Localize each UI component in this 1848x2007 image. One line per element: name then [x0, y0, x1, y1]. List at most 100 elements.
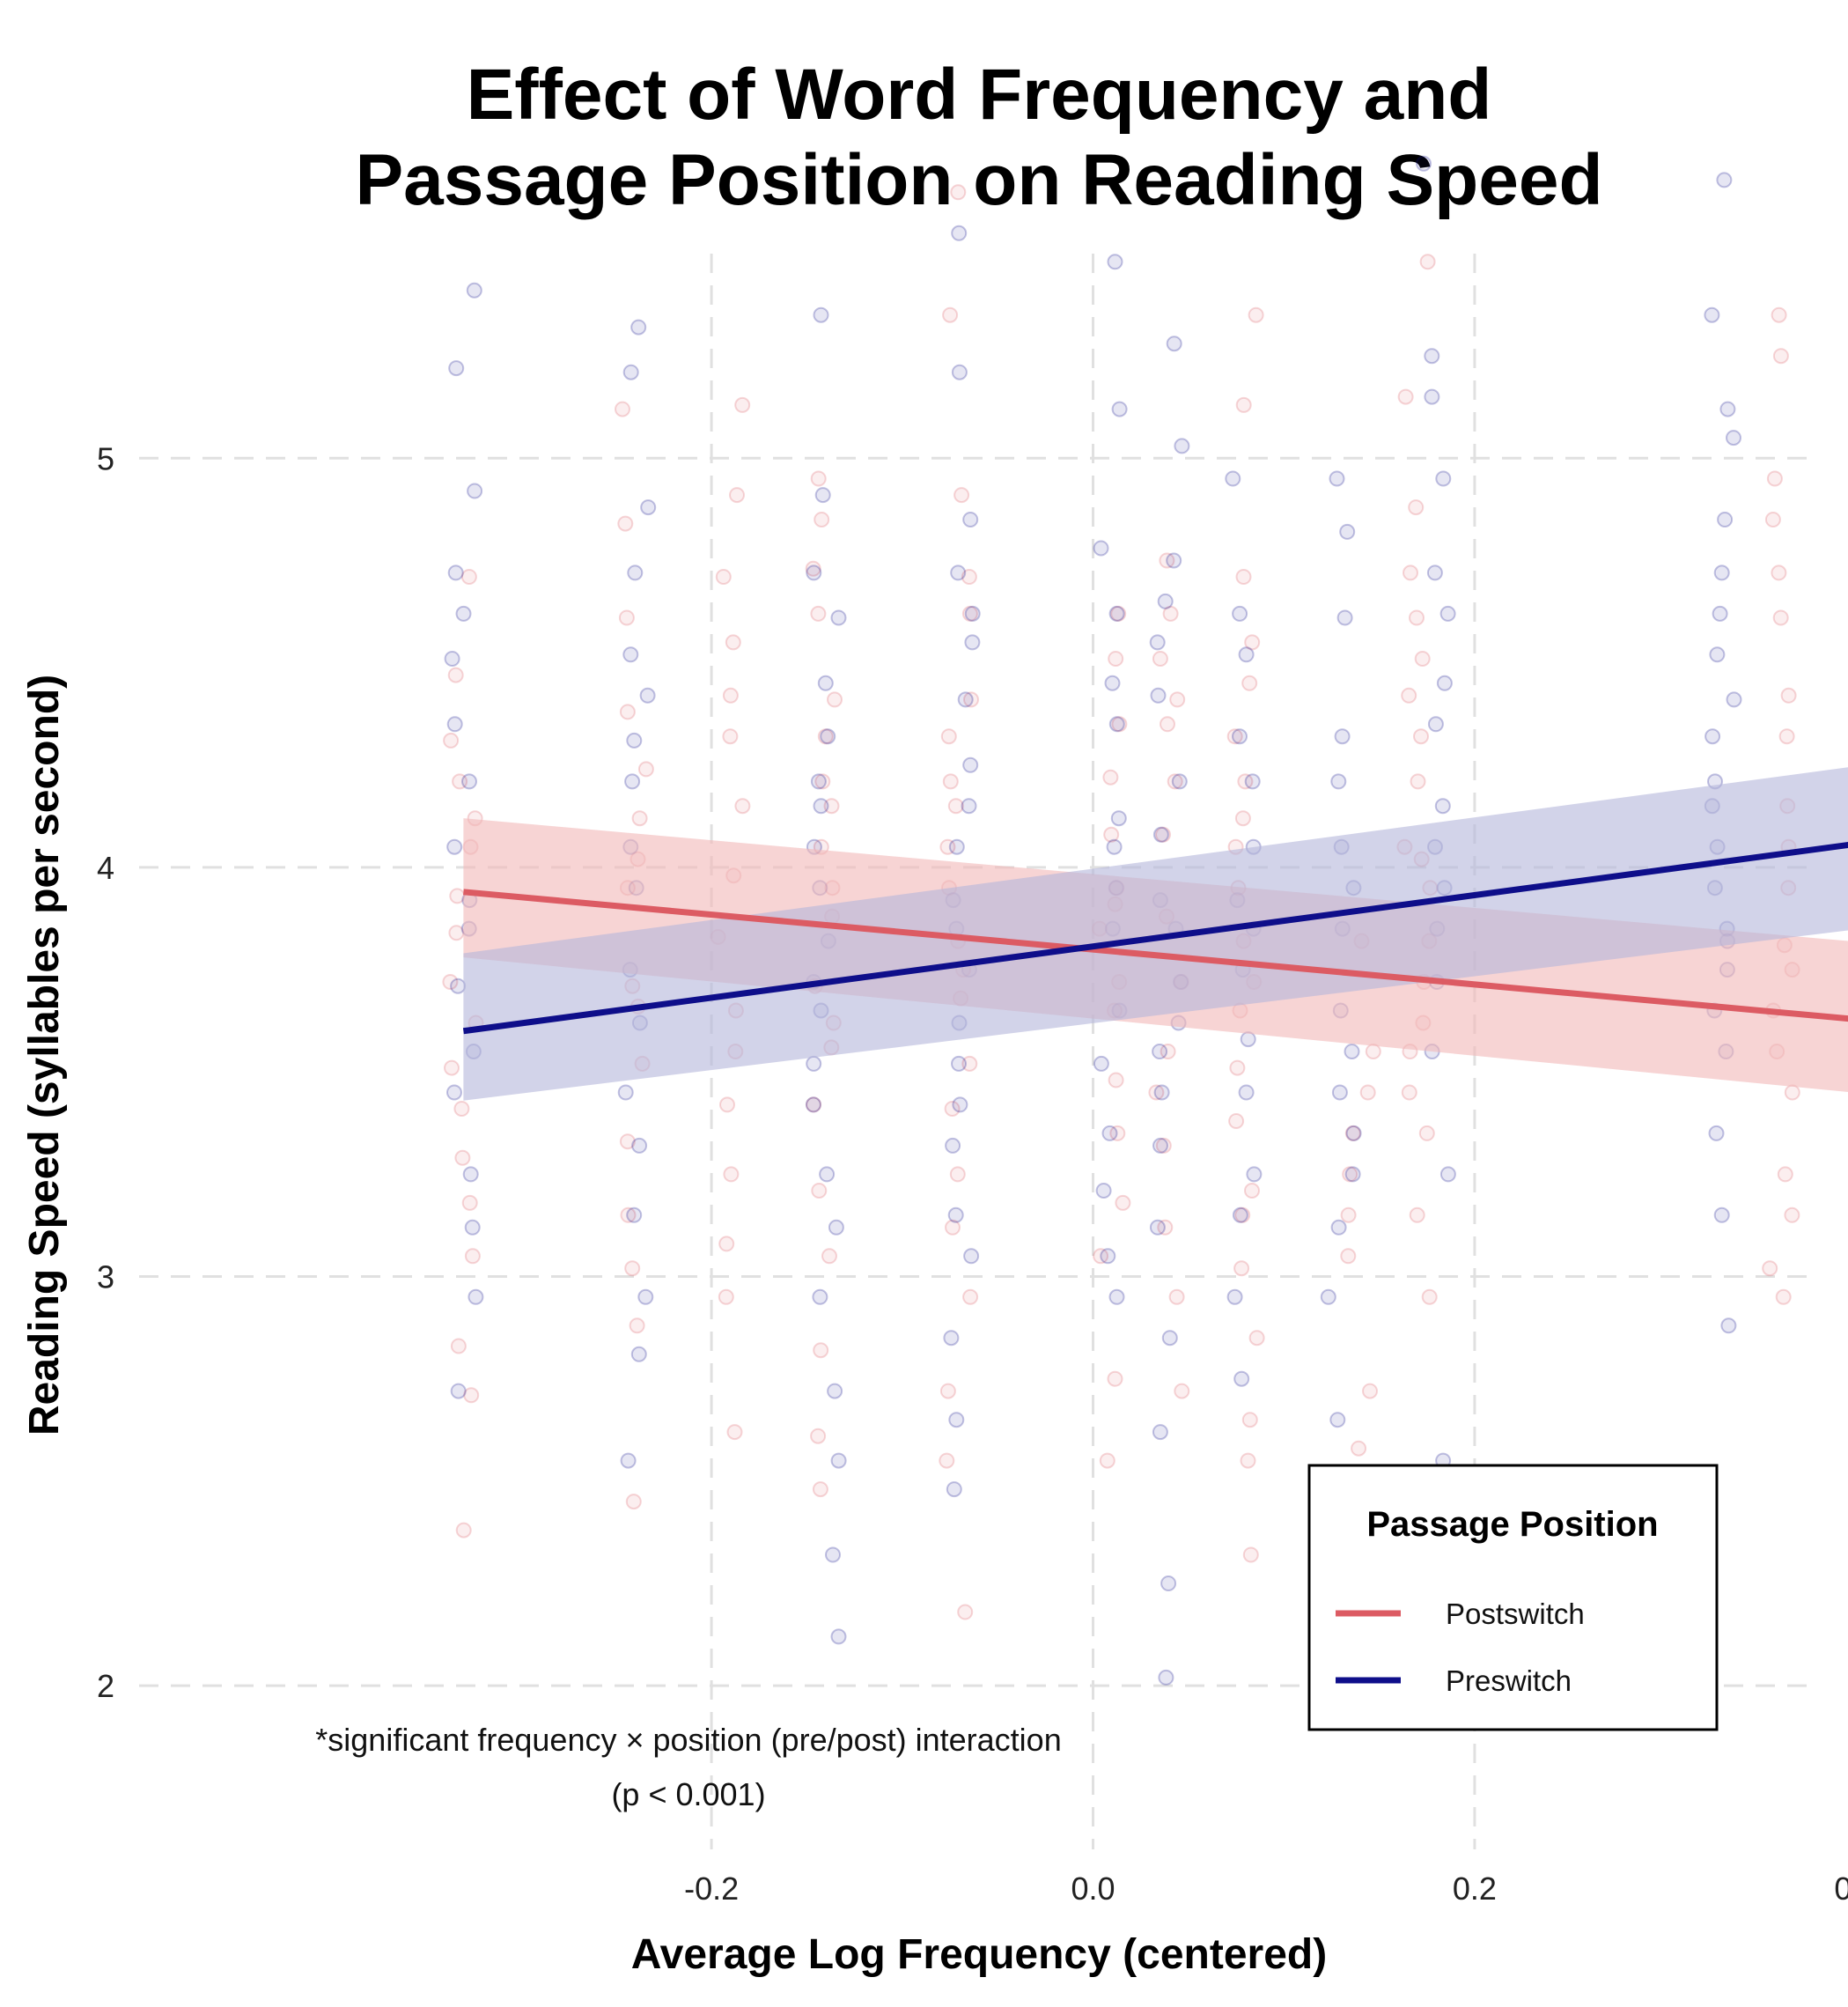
scatter-point	[1162, 605, 1179, 622]
annotation-line-2: (p < 0.001)	[611, 1776, 765, 1812]
scatter-point	[961, 798, 977, 815]
scatter-point	[630, 319, 647, 336]
scatter-point	[1775, 1288, 1792, 1305]
scatter-point	[810, 605, 827, 622]
scatter-point	[1161, 1330, 1178, 1347]
scatter-point	[618, 609, 635, 626]
scatter-point	[1712, 605, 1728, 622]
scatter-point	[1359, 1084, 1376, 1101]
scatter-point	[627, 564, 644, 581]
scatter-point	[1111, 401, 1128, 417]
scatter-point	[949, 1166, 966, 1183]
scatter-point	[447, 564, 464, 581]
scatter-point	[455, 605, 472, 622]
scatter-point	[1713, 564, 1730, 581]
scatter-point	[1248, 1330, 1265, 1347]
scatter-point	[957, 1604, 974, 1620]
scatter-point	[1344, 1044, 1360, 1059]
scatter-point	[1410, 773, 1426, 790]
scatter-point	[629, 1317, 645, 1334]
scatter-point	[1340, 1248, 1357, 1265]
scatter-point	[446, 838, 463, 855]
scatter-point	[1365, 1044, 1381, 1059]
x-tick-label: 0.4	[1834, 1870, 1848, 1907]
scatter-point	[806, 1055, 822, 1072]
scatter-point	[1717, 512, 1734, 528]
scatter-point	[454, 1149, 471, 1166]
scatter-point	[1434, 798, 1451, 815]
scatter-point	[1232, 728, 1248, 745]
scatter-point	[1152, 651, 1168, 667]
scatter-point	[1160, 1044, 1176, 1059]
scatter-point	[1153, 1084, 1170, 1101]
scatter-point	[945, 1219, 961, 1236]
scatter-point	[1716, 172, 1733, 188]
scatter-point	[817, 675, 834, 691]
legend-label-preswitch: Preswitch	[1446, 1664, 1572, 1697]
chart-title-line-1: Effect of Word Frequency and	[467, 55, 1492, 135]
scatter-point	[1235, 396, 1252, 413]
scatter-point	[1152, 1424, 1168, 1441]
scatter-point	[1107, 254, 1123, 270]
scatter-point	[734, 798, 751, 815]
scatter-point	[964, 634, 981, 651]
scatter-point	[719, 1096, 735, 1113]
y-axis-title: Reading Speed (syllables per second)	[21, 675, 68, 1435]
legend-box	[1307, 1464, 1719, 1731]
scatter-point	[729, 487, 745, 504]
scatter-point	[1234, 810, 1251, 827]
scatter-point	[1408, 499, 1425, 516]
scatter-point	[1226, 1288, 1243, 1305]
y-tick-label: 3	[97, 1259, 114, 1295]
scatter-point	[942, 306, 959, 323]
fit-lines	[462, 841, 1848, 1035]
scatter-point	[961, 1055, 978, 1072]
scatter-point	[1229, 1059, 1246, 1076]
scatter-point	[1772, 609, 1789, 626]
scatter-point	[1232, 605, 1248, 622]
scatter-point	[1409, 609, 1425, 626]
scatter-point	[1110, 810, 1127, 827]
scatter-point	[962, 1288, 979, 1305]
scatter-point	[464, 1219, 481, 1236]
scatter-point	[722, 687, 739, 704]
scatter-point	[450, 1338, 467, 1354]
scatter-point	[951, 225, 968, 241]
scatter-point	[463, 1387, 480, 1404]
scatter-point	[825, 1546, 841, 1563]
scatter-point	[715, 569, 732, 585]
scatter-point	[1152, 826, 1169, 843]
scatter-point	[1233, 1370, 1250, 1387]
scatter-point	[467, 483, 483, 499]
scatter-point	[468, 1288, 484, 1305]
scatter-point	[1148, 1084, 1165, 1101]
scatter-point	[1713, 1206, 1730, 1223]
scatter-point	[637, 761, 654, 778]
scatter-point	[1419, 254, 1436, 270]
scatter-point	[446, 1084, 462, 1101]
scatter-point	[1248, 306, 1264, 323]
scatter-point	[830, 1628, 847, 1645]
scatter-point	[1158, 1669, 1174, 1686]
scatter-point	[943, 1330, 960, 1347]
scatter-point	[1424, 348, 1440, 365]
scatter-point	[1152, 1044, 1168, 1059]
scatter-point	[1237, 773, 1254, 790]
scatter-point	[1336, 609, 1353, 626]
scatter-point	[947, 1206, 964, 1223]
scatter-point	[1414, 651, 1431, 667]
scatter-point	[1166, 552, 1182, 569]
scatter-point	[1334, 728, 1351, 745]
scatter-point	[957, 691, 974, 708]
scatter-point	[1106, 838, 1123, 855]
legend: Passage Position Postswitch Preswitch	[1307, 1464, 1719, 1731]
scatter-point	[961, 605, 978, 622]
x-tick-label: -0.2	[684, 1870, 739, 1907]
scatter-point	[1241, 675, 1258, 691]
scatter-point	[1320, 1288, 1336, 1305]
scatter-point	[620, 1206, 637, 1223]
scatter-point	[1155, 1137, 1172, 1154]
scatter-point	[1238, 646, 1255, 663]
scatter-point	[1101, 1125, 1118, 1141]
scatter-point	[639, 687, 656, 704]
